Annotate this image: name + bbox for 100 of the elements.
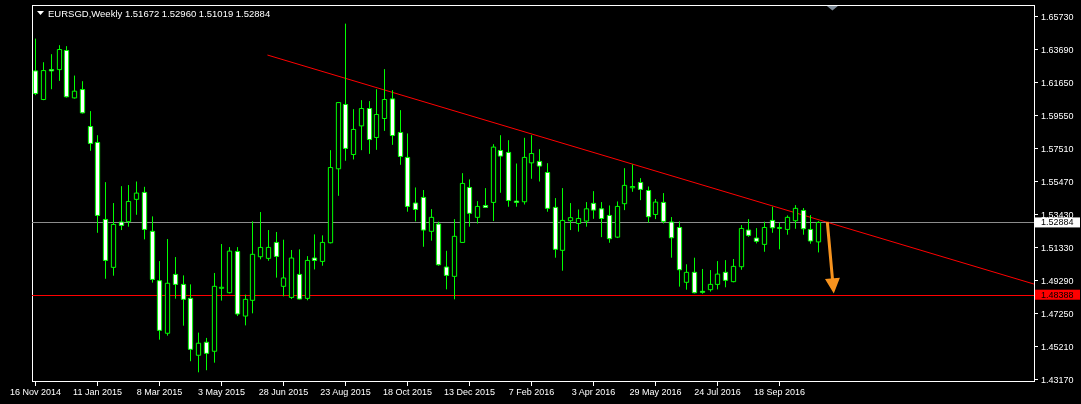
candlestick xyxy=(327,149,334,244)
candlestick xyxy=(335,101,342,197)
candlestick xyxy=(366,100,373,155)
candlestick xyxy=(784,214,791,236)
chart-title: EURSGD,Weekly 1.51672 1.52960 1.51019 1.52884 xyxy=(48,7,271,19)
candlestick xyxy=(180,274,187,327)
candlestick xyxy=(575,208,582,233)
candlestick xyxy=(590,190,597,220)
candlestick xyxy=(652,198,659,220)
y-tick-label: 1.53430 xyxy=(1041,209,1074,220)
candlestick xyxy=(807,214,814,245)
candlestick xyxy=(598,201,605,238)
y-tick-label: 1.51330 xyxy=(1041,242,1074,253)
candlestick xyxy=(389,89,396,146)
candlestick xyxy=(443,250,450,290)
y-tick-label: 1.59550 xyxy=(1041,110,1074,121)
candlestick xyxy=(714,260,721,290)
candlestick xyxy=(435,221,442,267)
candlestick xyxy=(761,221,768,253)
candlestick xyxy=(397,109,404,166)
candlestick xyxy=(242,294,249,326)
candlestick xyxy=(118,185,125,231)
candlestick xyxy=(745,218,752,238)
candlestick xyxy=(505,139,512,208)
y-tick-label: 1.55470 xyxy=(1041,176,1074,187)
candlestick xyxy=(265,229,272,262)
y-tick-label: 1.61650 xyxy=(1041,77,1074,88)
candlestick xyxy=(296,248,303,300)
candlestick xyxy=(94,134,101,234)
x-tick-label: 11 Jan 2015 xyxy=(73,387,122,397)
candlestick xyxy=(637,177,644,201)
candlestick xyxy=(474,200,481,224)
candlestick xyxy=(102,181,109,280)
candlestick xyxy=(63,45,70,99)
y-tick-label: 1.49290 xyxy=(1041,275,1074,286)
candlestick xyxy=(249,220,256,314)
x-tick-label: 8 Mar 2015 xyxy=(136,387,183,397)
candlestick xyxy=(815,220,822,253)
candlestick xyxy=(133,181,140,216)
candlestick xyxy=(420,189,427,248)
candlestick xyxy=(459,172,466,244)
candlestick xyxy=(451,218,458,300)
candlestick xyxy=(125,184,132,228)
candlestick xyxy=(203,337,210,371)
candlestick xyxy=(528,134,535,180)
candlestick xyxy=(482,187,489,208)
candlestick xyxy=(110,202,117,277)
x-tick-label: 7 Feb 2016 xyxy=(508,387,555,397)
candlestick xyxy=(195,332,202,373)
y-tick-label: 1.45210 xyxy=(1041,341,1074,352)
candlestick xyxy=(381,68,388,132)
candlestick xyxy=(559,187,566,272)
candlestick xyxy=(164,238,171,337)
candlestick xyxy=(404,132,411,213)
x-tick-label: 24 Jul 2016 xyxy=(694,387,741,397)
candlestick xyxy=(218,243,225,302)
candlestick xyxy=(342,23,349,162)
candlestick xyxy=(521,137,528,205)
candlestick xyxy=(40,61,47,101)
candlestick xyxy=(466,178,473,228)
x-tick-label: 23 Aug 2015 xyxy=(320,387,371,397)
candlestick xyxy=(606,204,613,244)
candlestick xyxy=(722,259,729,288)
candlestick xyxy=(544,162,551,213)
candlestick xyxy=(319,234,326,267)
x-tick-label: 13 Dec 2015 xyxy=(443,387,496,397)
candlestick xyxy=(226,246,233,294)
candlestick xyxy=(428,208,435,242)
candlestick xyxy=(567,202,574,231)
candlestick xyxy=(536,148,543,183)
candlestick xyxy=(48,53,55,90)
candlestick xyxy=(87,110,94,152)
candlestick xyxy=(311,233,318,270)
candlestick xyxy=(738,224,745,271)
candlestick xyxy=(660,192,667,224)
candlestick xyxy=(257,211,264,260)
candlestick xyxy=(668,216,675,259)
candlestick xyxy=(583,201,590,228)
candlestick xyxy=(497,134,504,194)
candlestick xyxy=(792,204,799,230)
candlestick xyxy=(645,185,652,224)
x-tick-label: 28 Jun 2015 xyxy=(258,387,309,397)
candlestick xyxy=(350,108,357,160)
candlestick xyxy=(412,186,419,222)
candlestick xyxy=(753,227,760,244)
candlestick xyxy=(683,263,690,291)
candlestick xyxy=(358,99,365,151)
candlestick xyxy=(699,268,706,295)
candlestick xyxy=(373,88,380,151)
candlestick xyxy=(141,186,148,240)
ref-line-label: 1.48388 xyxy=(1041,289,1074,300)
candlestick xyxy=(621,167,628,211)
candlestick xyxy=(172,256,179,300)
candlestick xyxy=(79,80,86,115)
candlestick xyxy=(56,44,63,82)
x-tick-label: 29 May 2016 xyxy=(629,387,682,397)
candlestick xyxy=(614,200,621,239)
y-tick-label: 1.57510 xyxy=(1041,143,1074,154)
candlestick xyxy=(629,163,636,193)
candlestick xyxy=(187,283,194,362)
